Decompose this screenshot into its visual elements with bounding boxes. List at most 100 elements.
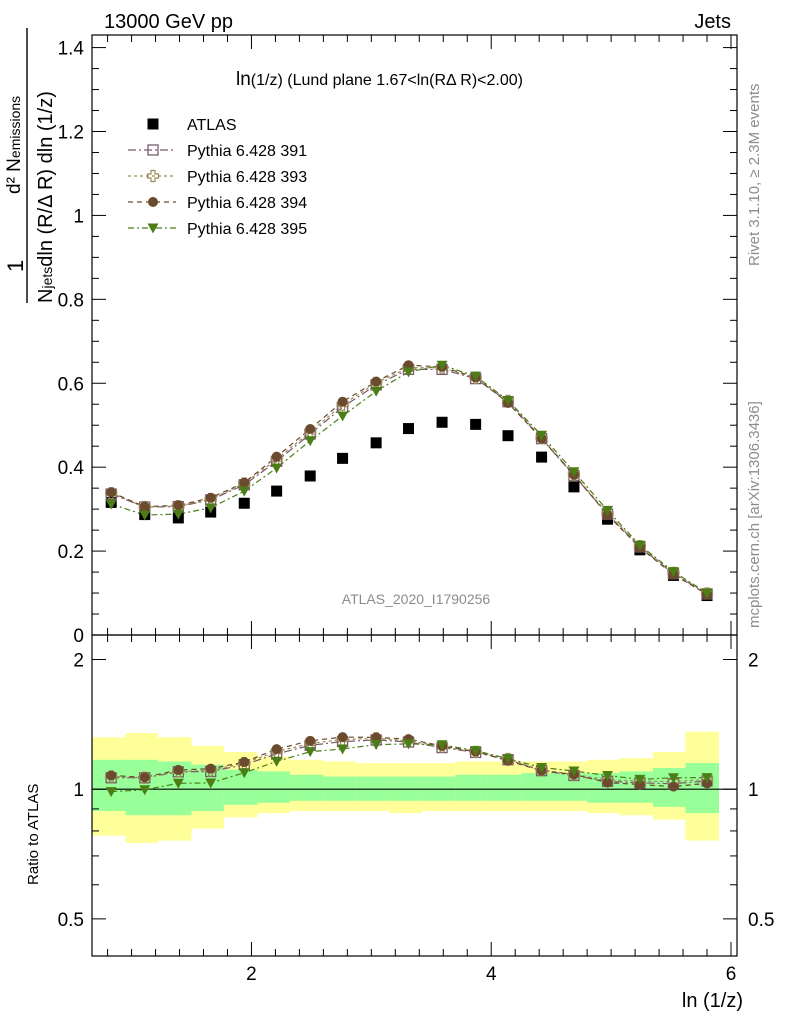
data-point-s4	[238, 486, 250, 497]
data-point-s4	[271, 463, 283, 474]
ratio-point-s3	[701, 773, 713, 784]
data-point-s0	[238, 497, 250, 509]
main-y-tick-label: 0.6	[58, 374, 84, 395]
data-point-s0	[436, 416, 448, 428]
inner-band-bin	[455, 774, 488, 801]
series-line-4	[110, 364, 708, 594]
legend-label: ATLAS	[187, 117, 237, 134]
data-point-s4	[337, 411, 349, 422]
inner-band-bin	[289, 774, 324, 801]
ratio-point-s3	[568, 766, 580, 777]
ratio-point-s3	[337, 744, 349, 755]
main-y-label: 1 d² Nemissions Njetsdln (R/Δ R) dln (1/…	[3, 28, 57, 303]
ylabel-den-n: N	[35, 289, 57, 303]
data-point-s3	[305, 423, 316, 434]
ratio-point-s2	[239, 757, 250, 768]
ratio-point-s2	[139, 772, 150, 783]
main-y-tick-label: 0	[73, 626, 84, 647]
ylabel-den-rest: dln (R/Δ R) dln (1/z)	[35, 91, 57, 267]
ratio-point-s2	[602, 777, 613, 788]
ratio-y-tick-label-right: 2	[748, 651, 759, 672]
data-point-s0	[568, 481, 580, 493]
data-point-s4	[634, 540, 646, 551]
data-point-s0	[271, 485, 283, 497]
legend-label: Pythia 6.428 393	[187, 169, 307, 186]
ratio-point-s2	[205, 763, 216, 774]
ratio-y-tick-label-right: 1	[748, 780, 759, 801]
ratio-point-s2	[337, 732, 348, 743]
data-point-s0	[403, 423, 415, 435]
chart-title-main: ln	[236, 69, 251, 90]
data-point-s0	[304, 470, 316, 482]
data-point-s4	[105, 499, 117, 510]
data-point-s3	[271, 451, 282, 462]
data-point-s0	[337, 452, 349, 464]
data-point-s4	[172, 509, 184, 520]
data-point-s4	[205, 503, 217, 514]
ylabel-denominator: Njetsdln (R/Δ R) dln (1/z)	[35, 91, 57, 303]
ratio-panel: 2 4 6 0.5 0.5 1 1 2 2	[58, 634, 774, 985]
legend-marker	[148, 197, 158, 207]
ratio-point-s3	[205, 778, 217, 789]
ratio-point-s3	[667, 773, 679, 784]
ylabel-numerator-sub: emissions	[7, 96, 23, 158]
ratio-point-s2	[173, 765, 184, 776]
x-axis-label: ln (1/z)	[682, 990, 743, 1012]
x-tick-label: 2	[246, 964, 257, 985]
legend-label: Pythia 6.428 391	[187, 143, 307, 160]
mcplots-label: mcplots.cern.ch [arXiv:1306.3436]	[746, 401, 763, 628]
data-point-s4	[403, 367, 415, 378]
inner-band-bin	[685, 763, 720, 814]
data-point-s4	[602, 505, 614, 516]
x-tick-label: 4	[486, 964, 497, 985]
ratio-point-s3	[536, 762, 548, 773]
main-y-tick-label: 1.2	[58, 123, 84, 144]
ratio-y-tick-label: 1	[73, 780, 84, 801]
ratio-frame	[91, 634, 738, 957]
legend-label: Pythia 6.428 394	[187, 195, 307, 212]
ratio-point-s3	[403, 739, 415, 750]
rivet-label: Rivet 3.1.10, ≥ 2.3M events	[746, 84, 763, 267]
series-line-3	[110, 364, 708, 595]
inner-band-bin	[92, 759, 126, 811]
data-point-s0	[370, 437, 382, 449]
series-line-2	[110, 367, 708, 594]
legend: ATLAS Pythia 6.428 391 Pythia 6.428 393 Pyt…	[128, 117, 307, 238]
ylabel-numerator: d² Nemissions	[4, 96, 25, 194]
x-tick-label: 6	[726, 964, 737, 985]
ylabel-numerator-text: d² N	[4, 158, 25, 194]
main-y-tick-label: 1	[73, 206, 84, 227]
data-point-s4	[139, 510, 151, 521]
legend-marker	[147, 118, 159, 130]
ratio-point-s2	[271, 744, 282, 755]
data-point-s4	[701, 588, 713, 599]
data-point-s4	[568, 467, 580, 478]
data-point-s4	[370, 386, 382, 397]
inner-band-bin	[521, 773, 554, 801]
main-y-tick-label: 0.4	[58, 458, 85, 479]
ylabel-prefix: 1	[3, 260, 28, 272]
ratio-point-s2	[106, 770, 117, 781]
ratio-point-s2	[668, 781, 679, 792]
legend-label: Pythia 6.428 395	[187, 221, 307, 238]
data-point-s3	[337, 396, 348, 407]
data-point-s0	[536, 451, 548, 463]
ratio-point-s3	[271, 756, 283, 767]
inner-band-bin	[223, 769, 258, 805]
data-point-s3	[371, 376, 382, 387]
data-point-s3	[239, 477, 250, 488]
inner-band-bin	[487, 774, 522, 801]
ratio-point-s2	[305, 735, 316, 746]
ratio-y-tick-label: 0.5	[58, 910, 84, 931]
main-y-tick-label: 0.2	[58, 542, 84, 563]
ratio-series-layer	[105, 732, 714, 798]
data-point-s4	[470, 371, 482, 382]
ratio-point-s3	[105, 787, 117, 798]
data-point-s4	[304, 436, 316, 447]
ratio-point-s3	[602, 770, 614, 781]
ratio-point-s2	[371, 732, 382, 743]
ylabel-den-sub: jets	[39, 267, 55, 290]
legend-marker	[147, 144, 159, 156]
ratio-point-s3	[304, 747, 316, 758]
ratio-point-s3	[238, 768, 250, 779]
